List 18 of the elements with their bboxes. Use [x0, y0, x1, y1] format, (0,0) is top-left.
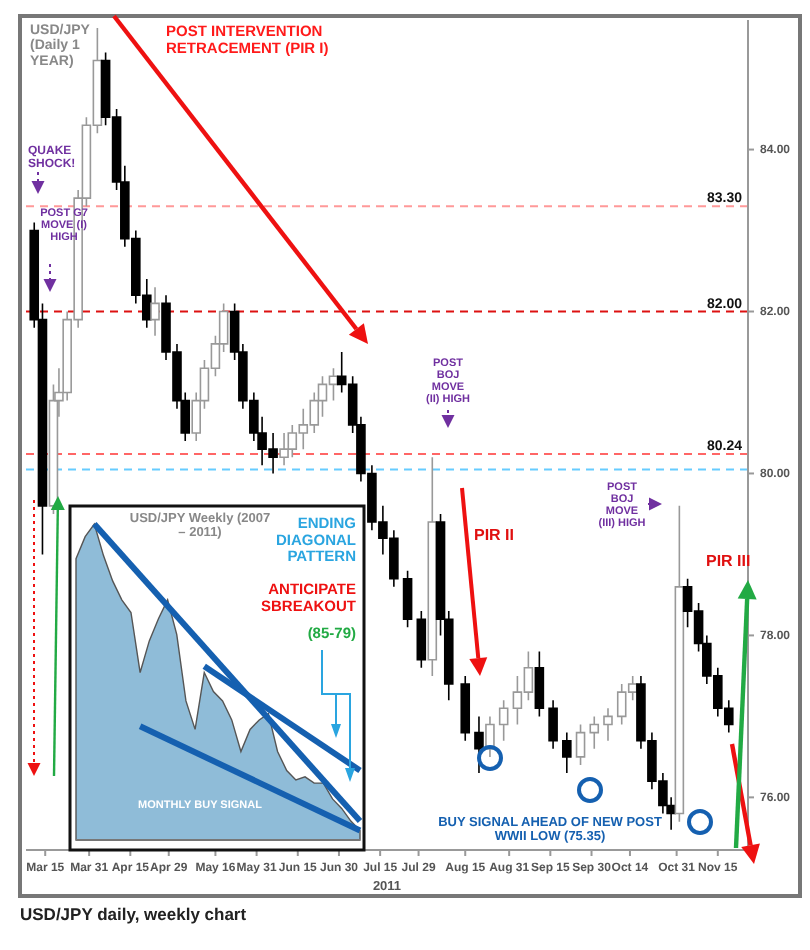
candlestick — [575, 723, 586, 766]
candlestick — [562, 731, 572, 774]
candlestick — [548, 699, 558, 750]
candlestick — [416, 610, 427, 669]
candlestick — [498, 699, 509, 742]
candlestick — [460, 675, 471, 742]
text: USD/JPY daily, weekly chart — [20, 904, 247, 924]
candlestick — [603, 707, 613, 742]
annotation: PIR III — [706, 552, 751, 570]
annotation: PIR II — [474, 526, 515, 544]
candlestick — [589, 715, 600, 750]
candlestick — [427, 456, 438, 677]
candlestick — [279, 432, 289, 467]
candlestick — [474, 715, 484, 774]
candlestick — [402, 569, 413, 629]
candlestick — [674, 505, 685, 823]
candlestick — [534, 650, 545, 718]
candlestick — [150, 286, 160, 337]
